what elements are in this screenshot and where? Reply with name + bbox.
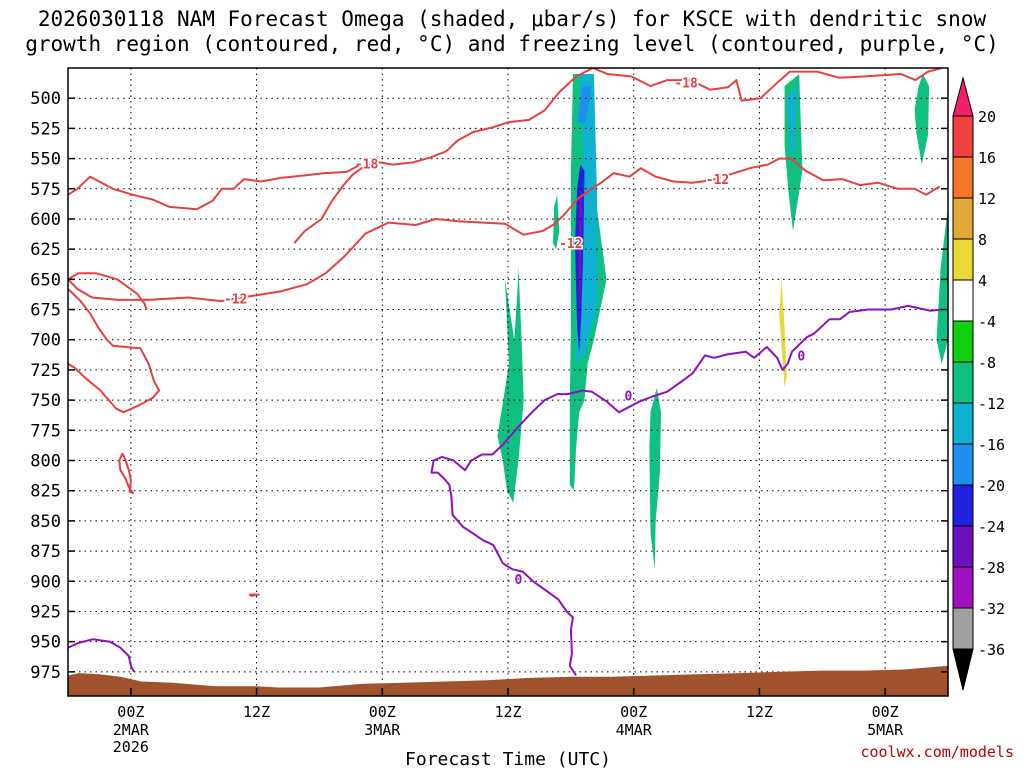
red-contour-0 — [293, 68, 942, 244]
y-tick-label-950: 950 — [30, 633, 61, 653]
colorbar-label-4: 4 — [978, 272, 987, 290]
colorbar-segment-4 — [952, 279, 974, 322]
purple-contour-label-0-2: 0 — [797, 349, 805, 364]
y-tick-label-600: 600 — [30, 210, 61, 230]
red-contour-label-1-1: -12 — [559, 237, 582, 252]
y-tick-label-725: 725 — [30, 361, 61, 381]
colorbar-segment-6 — [952, 361, 974, 404]
red-contour-label-0-1: -18 — [674, 76, 698, 91]
y-tick-label-800: 800 — [30, 452, 61, 472]
x-tick-label-0: 00Z — [117, 703, 144, 721]
omega-shade-15 — [827, 74, 847, 219]
y-tick-label-750: 750 — [30, 391, 61, 411]
colorbar-segment-2 — [952, 197, 974, 240]
red-contour-label-0-0: -18 — [355, 157, 379, 172]
colorbar-segment-3 — [952, 238, 974, 281]
purple-contour-0 — [430, 304, 942, 677]
red-contour-label-1-2: -12 — [706, 173, 729, 188]
omega-shade-8 — [786, 86, 798, 159]
y-tick-label-975: 975 — [30, 663, 61, 683]
colorbar-label-3: 8 — [978, 231, 987, 249]
y-tick-label-575: 575 — [30, 180, 61, 200]
colorbar-segment-8 — [952, 443, 974, 486]
colorbar-label-13: -36 — [978, 641, 1005, 659]
colorbar-segment-11 — [952, 566, 974, 609]
y-tick-label-500: 500 — [30, 89, 61, 109]
x-axis-label: Forecast Time (UTC) — [405, 749, 611, 768]
omega-shade-5 — [914, 74, 930, 165]
colorbar-label-8: -16 — [978, 436, 1005, 454]
y-tick-label-550: 550 — [30, 150, 61, 170]
omega-shade-16 — [779, 279, 787, 388]
x-tick-sublabel-2-0: 3MAR — [364, 721, 401, 739]
x-tick-label-2: 00Z — [369, 703, 396, 721]
colorbar-label-11: -28 — [978, 559, 1005, 577]
omega-shade-9 — [577, 86, 592, 123]
colorbar-segment-7 — [952, 402, 974, 445]
colorbar-segment-1 — [952, 156, 974, 199]
omega-shade-12 — [147, 68, 160, 177]
plot-area: -18 -18 -12 -12 -12 0 0 0 — [68, 68, 948, 696]
red-contour-6 — [248, 593, 260, 597]
x-tick-label-4: 00Z — [620, 703, 647, 721]
y-tick-label-850: 850 — [30, 512, 61, 532]
chart-title-line2: growth region (contoured, red, °C) and f… — [25, 32, 999, 56]
colorbar-label-7: -12 — [978, 395, 1005, 413]
colorbar-segment-0 — [952, 115, 974, 158]
omega-shade-11 — [578, 182, 583, 328]
y-tick-label-625: 625 — [30, 240, 61, 260]
colorbar-segment-10 — [952, 525, 974, 568]
red-contour-2 — [68, 164, 359, 211]
omega-shade-13 — [773, 243, 793, 503]
red-contour-1 — [68, 157, 941, 303]
colorbar-label-5: -4 — [978, 313, 996, 331]
x-tick-label-6: 00Z — [872, 703, 899, 721]
y-tick-label-900: 900 — [30, 572, 61, 592]
y-tick-label-875: 875 — [30, 542, 61, 562]
purple-contour-label-0-0: 0 — [515, 573, 523, 588]
colorbar-label-2: 12 — [978, 190, 996, 208]
x-tick-sublabel-6-0: 5MAR — [867, 721, 904, 739]
red-contour-4 — [68, 288, 161, 414]
purple-contour-label-0-1: 0 — [625, 389, 633, 404]
omega-shade-14 — [809, 351, 814, 437]
colorbar-label-0: 20 — [978, 108, 996, 126]
x-tick-sublabel-0-1: 2026 — [113, 738, 149, 756]
x-tick-sublabel-4-0: 4MAR — [616, 721, 653, 739]
colorbar-bottom-arrow — [952, 648, 974, 691]
y-tick-label-925: 925 — [30, 602, 61, 622]
colorbar-segment-5 — [952, 320, 974, 363]
purple-contour-1 — [68, 638, 135, 673]
y-tick-label-650: 650 — [30, 270, 61, 290]
omega-shade-0 — [497, 267, 524, 503]
red-contour-3 — [68, 272, 148, 310]
colorbar-label-6: -8 — [978, 354, 996, 372]
y-tick-label-825: 825 — [30, 482, 61, 502]
colorbar-segment-12 — [952, 607, 974, 650]
y-tick-label-775: 775 — [30, 421, 61, 441]
y-tick-label-700: 700 — [30, 331, 61, 351]
red-contour-label-1-0: -12 — [224, 293, 247, 308]
terrain-fill — [68, 665, 948, 696]
red-contour-5 — [118, 452, 134, 495]
x-tick-sublabel-0-0: 2MAR — [113, 721, 150, 739]
colorbar-label-10: -24 — [978, 518, 1005, 536]
colorbar-label-12: -32 — [978, 600, 1005, 618]
colorbar-top-arrow — [952, 76, 974, 117]
y-tick-label-525: 525 — [30, 119, 61, 139]
colorbar-label-9: -20 — [978, 477, 1005, 495]
x-tick-label-3: 12Z — [494, 703, 521, 721]
chart-title-line1: 2026030118 NAM Forecast Omega (shaded, μ… — [37, 7, 987, 31]
credit-text: coolwx.com/models — [860, 743, 1014, 761]
x-tick-label-1: 12Z — [243, 703, 270, 721]
omega-shade-3 — [649, 388, 661, 570]
colorbar-segment-9 — [952, 484, 974, 527]
x-tick-label-5: 12Z — [746, 703, 773, 721]
colorbar-label-1: 16 — [978, 149, 996, 167]
omega-shade-6 — [936, 206, 948, 364]
y-tick-label-675: 675 — [30, 301, 61, 321]
